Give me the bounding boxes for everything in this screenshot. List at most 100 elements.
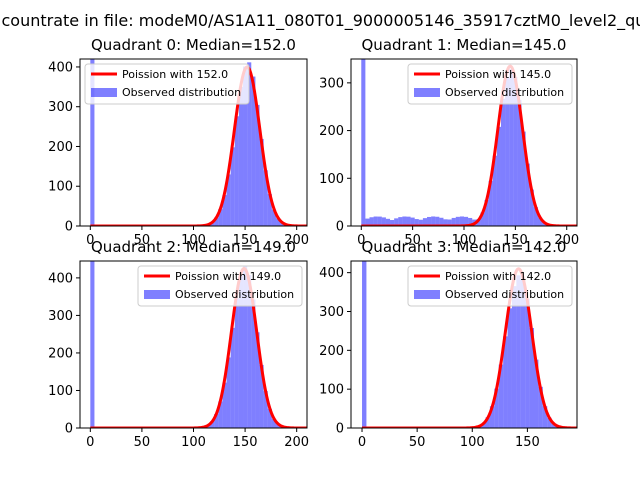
quadrant-1-bar-2 bbox=[369, 217, 374, 226]
quadrant-1-bar-16 bbox=[427, 216, 432, 226]
quadrant-1-bar-36 bbox=[509, 69, 514, 226]
quadrant-1-bar-33 bbox=[496, 126, 501, 226]
quadrant-2-ytick-label: 200 bbox=[48, 346, 73, 361]
quadrant-1-bar-5 bbox=[381, 217, 386, 226]
quadrant-1-bar-12 bbox=[410, 217, 415, 226]
quadrant-2-legend: Poission with 149.0 Observed distribution bbox=[137, 265, 303, 307]
quadrant-1-bar-13 bbox=[414, 219, 419, 226]
legend-box bbox=[407, 265, 573, 307]
quadrant-1-xtick-label: 200 bbox=[554, 233, 579, 248]
quadrant-2-ytick-label: 0 bbox=[65, 422, 73, 437]
quadrant-2-bar-12 bbox=[243, 266, 248, 428]
quadrant-1-bar-39 bbox=[521, 131, 526, 226]
quadrant-2-bar-19 bbox=[271, 418, 277, 428]
quadrant-1-bar-14 bbox=[418, 219, 423, 226]
quadrant-2-bar-17 bbox=[263, 391, 268, 428]
legend-observed-swatch bbox=[144, 290, 170, 299]
quadrant-1-bar-40 bbox=[525, 163, 530, 226]
legend-fit-label: Poission with 142.0 bbox=[445, 270, 551, 283]
quadrant-1-bar-1 bbox=[365, 218, 370, 226]
quadrant-3-bar-27 bbox=[498, 364, 504, 428]
quadrant-0-xtick-label: 200 bbox=[284, 233, 309, 248]
quadrant-0-bar-6 bbox=[222, 195, 227, 226]
quadrant-3-ytick-label: 200 bbox=[319, 344, 344, 359]
quadrant-0-bar-13 bbox=[251, 76, 256, 226]
quadrant-2-bar-14 bbox=[251, 299, 256, 428]
quadrant-0-bar-17 bbox=[267, 194, 272, 226]
quadrant-3-bar-39 bbox=[551, 423, 557, 428]
quadrant-3-bar-26 bbox=[494, 388, 499, 428]
quadrant-0-xtick-label: 150 bbox=[233, 233, 258, 248]
quadrant-3-xtick-label: 50 bbox=[409, 435, 426, 450]
quadrant-2-bar-7 bbox=[222, 382, 227, 428]
quadrant-1-bar-3 bbox=[373, 216, 378, 226]
legend-observed-swatch bbox=[414, 290, 440, 299]
quadrant-2-xtick-label: 50 bbox=[134, 435, 151, 450]
quadrant-3-legend: Poission with 142.0 Observed distribution bbox=[407, 265, 573, 307]
legend-observed-label: Observed distribution bbox=[445, 288, 564, 301]
quadrant-1-bar-26 bbox=[468, 217, 473, 226]
legend-box bbox=[137, 265, 303, 307]
quadrant-3-bar-31 bbox=[516, 275, 521, 428]
quadrant-1-bar-29 bbox=[480, 212, 485, 226]
quadrant-0-bar-8 bbox=[230, 147, 235, 226]
quadrant-1-data bbox=[360, 59, 577, 226]
quadrant-3-bar-24 bbox=[485, 417, 490, 428]
quadrant-1-xtick-label: 150 bbox=[503, 233, 528, 248]
quadrant-1-ytick-label: 0 bbox=[336, 220, 344, 235]
quadrant-1-bar-15 bbox=[422, 218, 428, 226]
quadrant-1-bar-42 bbox=[533, 207, 538, 226]
quadrant-0-bar-16 bbox=[263, 170, 268, 226]
quadrant-1-bar-0 bbox=[361, 59, 366, 226]
quadrant-0-bar-14 bbox=[255, 104, 260, 226]
legend-box bbox=[84, 63, 250, 105]
quadrant-1-bar-25 bbox=[464, 216, 469, 226]
quadrant-3-bar-30 bbox=[511, 286, 517, 428]
legend-observed-label: Observed distribution bbox=[122, 86, 241, 99]
quadrant-0-bar-15 bbox=[259, 138, 264, 226]
legend-observed-label: Observed distribution bbox=[445, 86, 564, 99]
legend-box bbox=[407, 63, 573, 105]
quadrant-3-chart: 0 50 100 150 0 100 200 300 400 Quadrant 3: Median… bbox=[319, 238, 578, 450]
legend-observed-swatch bbox=[91, 88, 117, 97]
quadrant-3-ytick-label: 300 bbox=[319, 305, 344, 320]
quadrant-3-bar-35 bbox=[534, 359, 539, 428]
quadrant-0-bar-12 bbox=[247, 62, 252, 226]
quadrant-2-bar-4 bbox=[210, 421, 215, 428]
quadrant-2-ytick-label: 100 bbox=[48, 384, 73, 399]
quadrant-0-chart: 0 50 100 150 200 0 100 200 300 400 Quadrant 0: Med… bbox=[48, 36, 309, 248]
quadrant-2-bar-5 bbox=[214, 414, 219, 428]
quadrant-3-bar-0 bbox=[362, 261, 367, 428]
quadrant-1-bar-21 bbox=[447, 219, 452, 226]
quadrant-2-bar-8 bbox=[226, 357, 231, 428]
quadrant-2-bar-9 bbox=[230, 327, 235, 428]
quadrant-3-bar-32 bbox=[520, 279, 526, 428]
quadrant-1-bar-4 bbox=[377, 216, 382, 226]
quadrant-2-bar-10 bbox=[234, 298, 239, 428]
quadrant-0-bar-4 bbox=[214, 217, 219, 226]
quadrant-1-bar-23 bbox=[455, 216, 460, 226]
quadrant-0-ytick-label: 0 bbox=[65, 220, 73, 235]
quadrant-0-xtick-label: 100 bbox=[181, 233, 206, 248]
quadrant-0-xtick-label: 50 bbox=[134, 233, 151, 248]
quadrant-3-bar-29 bbox=[507, 308, 512, 428]
quadrant-3-bar-34 bbox=[529, 328, 535, 428]
quadrant-3-axes-frame bbox=[350, 260, 578, 429]
quadrant-1-bar-17 bbox=[431, 216, 436, 226]
quadrant-0-bar-7 bbox=[226, 174, 231, 226]
quadrant-0-ytick-label: 400 bbox=[48, 60, 73, 75]
quadrant-1-bar-9 bbox=[398, 217, 403, 226]
quadrant-2-xtick-label: 100 bbox=[181, 435, 206, 450]
quadrant-3-bar-38 bbox=[547, 417, 552, 428]
quadrant-1-title: Quadrant 1: Median=145.0 bbox=[362, 36, 567, 54]
quadrant-2-bar-0 bbox=[90, 261, 95, 428]
quadrant-1-bar-31 bbox=[488, 180, 493, 226]
quadrant-1-bar-44 bbox=[542, 222, 547, 226]
quadrant-2-bar-20 bbox=[276, 424, 281, 428]
quadrant-0-ytick-label: 200 bbox=[48, 140, 73, 155]
quadrant-1-bar-32 bbox=[492, 155, 497, 226]
quadrant-1-bar-24 bbox=[459, 216, 464, 226]
quadrant-2-xtick-label: 0 bbox=[86, 435, 94, 450]
quadrant-3-xtick-label: 100 bbox=[460, 435, 485, 450]
quadrant-1-xtick-label: 0 bbox=[357, 233, 365, 248]
